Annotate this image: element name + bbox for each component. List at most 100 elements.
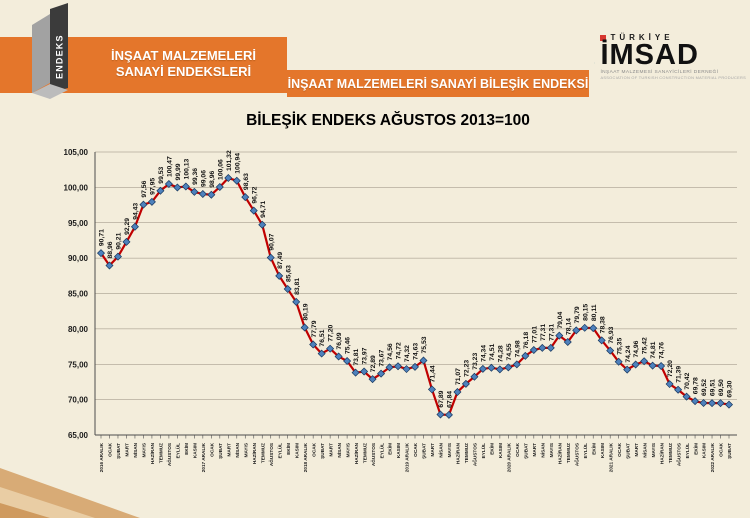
x-axis-tick-label: EYLÜL (175, 443, 181, 459)
data-point-label: 77,01 (531, 326, 538, 343)
data-point-label: 74,55 (506, 343, 513, 360)
data-point-label: 100,47 (166, 156, 173, 177)
imsad-country-row: TÜRKİYE (600, 33, 746, 42)
x-axis-tick-label: OCAK (311, 442, 316, 456)
data-point-marker (682, 392, 691, 401)
data-point-label: 74,32 (404, 345, 411, 362)
data-point-marker (606, 346, 615, 355)
data-point-label: 78,14 (565, 318, 572, 335)
data-point-marker (614, 357, 623, 366)
data-point-label: 87,49 (277, 252, 284, 269)
x-axis-tick-label: EKİM (489, 443, 495, 455)
data-point-label: 73,97 (362, 347, 369, 364)
header-left-line2: SANAYİ ENDEKSLERİ (115, 64, 252, 79)
x-axis-tick-label: MAYIS (142, 443, 147, 457)
data-point-label: 70,42 (684, 372, 691, 389)
x-axis-tick-label: MART (532, 443, 537, 457)
data-point-marker (377, 369, 386, 378)
data-point-marker (691, 397, 700, 406)
data-point-label: 75,46 (345, 337, 352, 354)
data-point-label: 76,93 (608, 326, 615, 343)
data-point-marker (563, 338, 572, 347)
data-point-marker (309, 340, 318, 349)
imsad-logo-text: TÜRKİYE İMSAD İNŞAAT MALZEMESİ SANAYİCİL… (600, 33, 746, 80)
data-point-label: 92,29 (124, 218, 131, 235)
x-axis-tick-label: KASIM (498, 443, 503, 458)
data-point-label: 98,63 (243, 173, 250, 190)
data-point-marker (232, 176, 241, 185)
data-point-marker (139, 200, 148, 209)
data-point-marker (538, 343, 547, 352)
x-axis-tick-label: EKİM (692, 443, 698, 455)
x-axis-tick-label: AĞUSTOS (471, 443, 478, 466)
header-left-title: İNŞAAT MALZEMELERİ SANAYİ ENDEKSLERİ (80, 48, 287, 80)
x-axis-tick-label: MAYIS (447, 443, 452, 457)
data-point-label: 90,07 (268, 233, 275, 250)
data-point-marker (436, 410, 445, 419)
x-axis-tick-label: OCAK (719, 442, 724, 456)
data-point-marker (368, 375, 377, 384)
x-axis-tick-label: 2021 ARALIK (608, 442, 613, 472)
x-axis-tick-label: MART (634, 443, 639, 457)
x-axis-tick-label: 2018 ARALIK (303, 442, 308, 472)
x-axis-tick-label: KASIM (396, 443, 401, 458)
data-point-label: 99,53 (158, 166, 165, 183)
data-point-marker (207, 190, 216, 199)
x-axis-tick-label: EYLÜL (684, 443, 690, 459)
data-point-marker (275, 271, 284, 280)
x-axis-tick-label: TEMMUZ (566, 443, 571, 463)
x-axis-tick-label: KASIM (600, 443, 605, 458)
data-point-marker (130, 222, 139, 231)
data-point-marker (521, 351, 530, 360)
data-point-marker (283, 285, 292, 294)
x-axis-tick-label: NİSAN (539, 442, 545, 457)
data-point-label: 76,09 (336, 332, 343, 349)
data-point-marker (156, 186, 165, 195)
x-axis-tick-label: EKİM (387, 443, 393, 455)
y-axis-tick-label: 100,00 (64, 183, 89, 192)
data-point-marker (589, 324, 598, 333)
data-point-label: 67,84 (447, 391, 454, 408)
x-axis-tick-label: TEMMUZ (159, 443, 164, 463)
x-axis-tick-label: EYLÜL (276, 443, 282, 459)
header-band-right: İNŞAAT MALZEMELERİ SANAYİ BİLEŞİK ENDEKS… (287, 70, 589, 97)
data-point-marker (529, 346, 538, 355)
data-point-label: 74,56 (387, 343, 394, 360)
x-axis-tick-label: TEMMUZ (668, 443, 673, 463)
data-point-marker (512, 360, 521, 369)
data-point-label: 75,35 (616, 338, 623, 355)
data-point-label: 80,11 (591, 304, 598, 321)
data-point-label: 77,20 (328, 324, 335, 341)
x-axis-tick-label: ŞUBAT (727, 443, 732, 459)
data-point-marker (258, 220, 267, 229)
x-axis-tick-label: OCAK (108, 442, 113, 456)
data-point-label: 74,96 (633, 340, 640, 357)
data-point-label: 74,72 (396, 342, 403, 359)
data-point-marker (173, 183, 182, 192)
series-line (99, 176, 731, 417)
data-point-label: 69,52 (701, 379, 708, 396)
data-point-marker (300, 323, 309, 332)
data-point-label: 72,20 (667, 360, 674, 377)
data-point-label: 99,06 (200, 170, 207, 187)
data-point-label: 99,36 (192, 168, 199, 185)
data-point-marker (411, 362, 419, 371)
y-axis-tick-label: 65,00 (68, 431, 89, 440)
data-point-label: 100,13 (183, 158, 190, 179)
data-point-label: 74,24 (625, 345, 632, 362)
data-point-label: 77,79 (311, 320, 318, 337)
data-point-label: 72,23 (464, 360, 471, 377)
data-point-label: 77,31 (548, 324, 555, 341)
data-point-marker (224, 174, 233, 183)
x-axis-tick-label: ŞUBAT (116, 443, 121, 459)
data-point-label: 79,79 (574, 306, 581, 323)
x-axis-tick-label: MAYIS (651, 443, 656, 457)
data-point-marker (292, 297, 301, 306)
x-axis-tick-label: ŞUBAT (422, 443, 427, 459)
header-right-title: İNŞAAT MALZEMELERİ SANAYİ BİLEŞİK ENDEKS… (287, 76, 589, 91)
data-point-label: 71,39 (676, 366, 683, 383)
data-point-label: 74,81 (650, 341, 657, 358)
data-point-marker (470, 372, 479, 381)
x-axis-tick-label: NİSAN (234, 442, 240, 457)
data-point-label: 74,63 (413, 343, 420, 360)
